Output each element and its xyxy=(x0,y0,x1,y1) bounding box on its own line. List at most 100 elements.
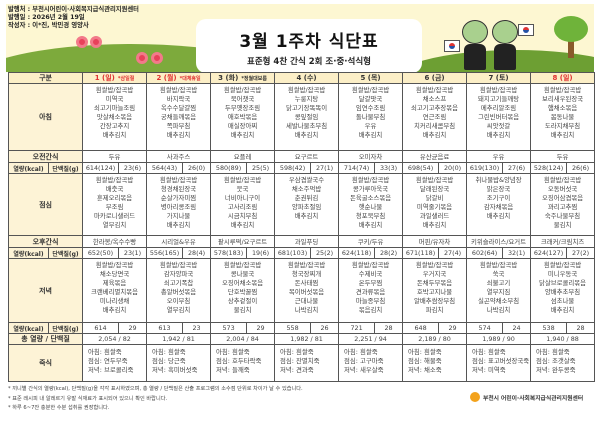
snack-item: 오미자차 xyxy=(338,150,404,163)
menu-item: 배추김치 xyxy=(550,306,575,314)
menu-item: 흰쌀밥/잡곡밥 xyxy=(287,86,326,94)
porridge-item: 저녁: 흑미버섯죽 xyxy=(152,366,198,374)
menu-item: 햄채소볶음 xyxy=(547,104,578,112)
footnote: * 하루 6~7잔 충분한 수분 섭취를 권장합니다. xyxy=(8,405,110,411)
porridge-item: 점심: 조갯살죽 xyxy=(536,357,576,365)
menu-item: 쇠고기마늘조림 xyxy=(93,104,136,112)
protein-value: 27(4) xyxy=(438,247,468,259)
kcal-value: 714(74) xyxy=(338,162,376,174)
day-label: 1 (일) xyxy=(94,74,115,82)
lunch-menu: 흰쌀밥/잡곡밥 청경채된장국 순살가자미찜 병아리콩조림 가지나물 배추김치 xyxy=(146,173,212,236)
day-header: 7 (토) xyxy=(466,72,532,84)
menu-item: 물김치 xyxy=(553,221,572,229)
menu-item: 보리새우된장국 xyxy=(541,95,584,103)
menu-item: 바지락국 xyxy=(166,95,191,103)
porridge-item: 저녁: 완두콩죽 xyxy=(536,366,576,374)
korean-flag-icon xyxy=(518,24,534,36)
menu-item: 미니우동국 xyxy=(547,270,578,278)
menu-item: 흰쌀밥/잡곡밥 xyxy=(543,176,582,184)
porridge-item: 아침: 흰쌀죽 xyxy=(88,348,122,356)
menu-item: 맑은장국 xyxy=(486,185,511,193)
menu-item: 흰쌀밥/잡곡밥 xyxy=(159,86,198,94)
menu-item: 감자채볶음 xyxy=(483,203,514,211)
protein-label: 단백질(g) xyxy=(47,162,84,174)
protein-value: 28 xyxy=(566,322,596,334)
menu-item: 돼지고기들깨탕 xyxy=(477,95,520,103)
flower-icon xyxy=(76,36,88,48)
protein-value: 28(4) xyxy=(182,247,212,259)
lunch-menu: 흰쌀밥/잡곡밥 배춧국 훈제오리볶음 무조림 마카로니샐러드 열무김치 xyxy=(82,173,148,236)
porridge-label: 죽식 xyxy=(7,344,84,382)
kcal-value: 652(50) xyxy=(82,247,120,259)
total-value: 2,004 / 84 xyxy=(210,333,276,345)
menu-item: 무조림 xyxy=(105,203,124,211)
lunch-menu: 흰쌀밥/잡곡밥 콩가루아욱국 돈육굴소스볶음 햇순나물 청포묵무침 배추김치 xyxy=(338,173,404,236)
menu-item: 조기구이 xyxy=(486,194,511,202)
menu-item: 단호박꿀찜 xyxy=(227,288,258,296)
snack-item: 크래커/크림치즈 xyxy=(530,235,596,248)
menu-item: 배추김치 xyxy=(230,221,255,229)
menu-item: 그린빈버터볶음 xyxy=(477,113,520,121)
total-value: 2,189 / 80 xyxy=(402,333,468,345)
center-logo: 부천시 어린이·사회복지급식관리지원센터 xyxy=(470,392,583,402)
menu-item: 고사리조림 xyxy=(227,203,258,211)
day-label: 8 (일) xyxy=(552,74,573,82)
menu-item: 돌나물무침 xyxy=(355,113,386,121)
menu-item: 쑥국 xyxy=(492,270,505,278)
protein-value: 28(2) xyxy=(374,247,404,259)
menu-item: 배추김치 xyxy=(422,131,447,139)
snack-item: 사과주스 xyxy=(146,150,212,163)
menu-item: 흰쌀밥/잡곡밥 xyxy=(415,176,454,184)
menu-item: 뭇국 xyxy=(236,185,249,193)
snack-item: 두유 xyxy=(530,150,596,163)
menu-item: 닭살브로콜리볶음 xyxy=(539,279,587,287)
porridge-menu: 아침: 흰쌀죽 점심: 잔멸치죽 저녁: 견과죽 xyxy=(274,344,340,382)
menu-item: 흰쌀밥/잡곡밥 xyxy=(95,176,134,184)
lunch-label: 점심 xyxy=(7,173,84,236)
protein-value: 25(5) xyxy=(246,162,276,174)
menu-item: 청국장찌개 xyxy=(291,270,322,278)
protein-value: 29 xyxy=(438,322,468,334)
protein-value: 20(0) xyxy=(438,162,468,174)
kcal-value: 681(103) xyxy=(274,247,312,259)
porridge-item: 아침: 흰쌀죽 xyxy=(472,348,506,356)
protein-label: 단백질(g) xyxy=(47,247,84,259)
snack-item: 쿠키/두유 xyxy=(338,235,404,248)
menu-item: 너비아니구이 xyxy=(224,194,261,202)
kcal-value: 671(118) xyxy=(402,247,440,259)
menu-item: 목이버섯볶음 xyxy=(288,288,325,296)
menu-item: 미역줄기볶음 xyxy=(416,203,453,211)
kcal-value: 614(124) xyxy=(82,162,120,174)
menu-item: 양배추초무침 xyxy=(544,288,581,296)
table-row: 죽식 아침: 흰쌀죽 점심: 연두부죽 저녁: 브로콜리죽 아침: 흰쌀죽 점심: 당근죽… xyxy=(7,344,596,382)
menu-item: 흰쌀밥/잡곡밥 xyxy=(159,261,198,269)
lunch-menu: 우삼겹쌀국수 채소주먹밥 춘권튀김 양파초절임 배추김치 xyxy=(274,173,340,236)
menu-item: 매실장아찌 xyxy=(227,122,258,130)
porridge-item: 저녁: 견과죽 xyxy=(280,366,314,374)
kcal-value: 619(130) xyxy=(466,162,504,174)
menu-item: 청포묵무침 xyxy=(355,212,386,220)
menu-item: 미역국 xyxy=(105,95,124,103)
porridge-item: 점심: 연두부죽 xyxy=(88,357,128,365)
menu-item: 달걀팟국 xyxy=(358,95,383,103)
menu-item: 과일샐러드 xyxy=(419,212,450,220)
menu-item: 흰쌀밥/잡곡밥 xyxy=(351,86,390,94)
menu-item: 간장고추지 xyxy=(99,122,130,130)
menu-item: 우유 xyxy=(364,122,377,130)
kcal-value: 614 xyxy=(82,322,120,334)
dinner-menu: 흰쌀밥/잡곡밥 채소당면국 제육볶음 크랜베리멸치볶음 미나리생채 배추김치 xyxy=(82,258,148,323)
day-header: 6 (금) xyxy=(402,72,468,84)
breakfast-label: 아침 xyxy=(7,83,84,151)
menu-item: 열무김치 xyxy=(102,221,127,229)
kcal-value: 602(64) xyxy=(466,247,504,259)
table-row: 오전간식 두유 사과주스 요플레 요구르트 오미자차 유산균음료 우유 두유 xyxy=(7,150,596,163)
menu-item: 흰쌀밥/잡곡밥 xyxy=(95,86,134,94)
menu-item: 배추김치 xyxy=(294,131,319,139)
snack-item: 요구르트 xyxy=(274,150,340,163)
menu-item: 나박김치 xyxy=(294,306,319,314)
porridge-item: 아침: 흰쌀죽 xyxy=(216,348,250,356)
day-header: 5 (목) xyxy=(338,72,404,84)
total-value: 1,942 / 81 xyxy=(146,333,212,345)
kcal-value: 556(165) xyxy=(146,247,184,259)
menu-item: 섬초나물 xyxy=(550,297,575,305)
